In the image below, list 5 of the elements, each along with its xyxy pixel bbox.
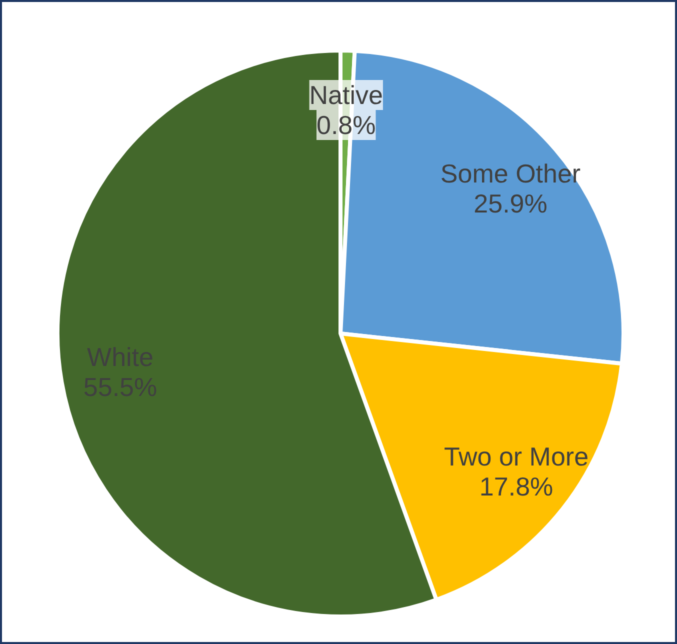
data-label: 17.8% [479,472,554,502]
slice-label: Native [309,80,383,110]
slice-label: Two or More [444,442,589,472]
data-label: 25.9% [474,188,548,218]
data-label: 0.8% [316,110,376,140]
